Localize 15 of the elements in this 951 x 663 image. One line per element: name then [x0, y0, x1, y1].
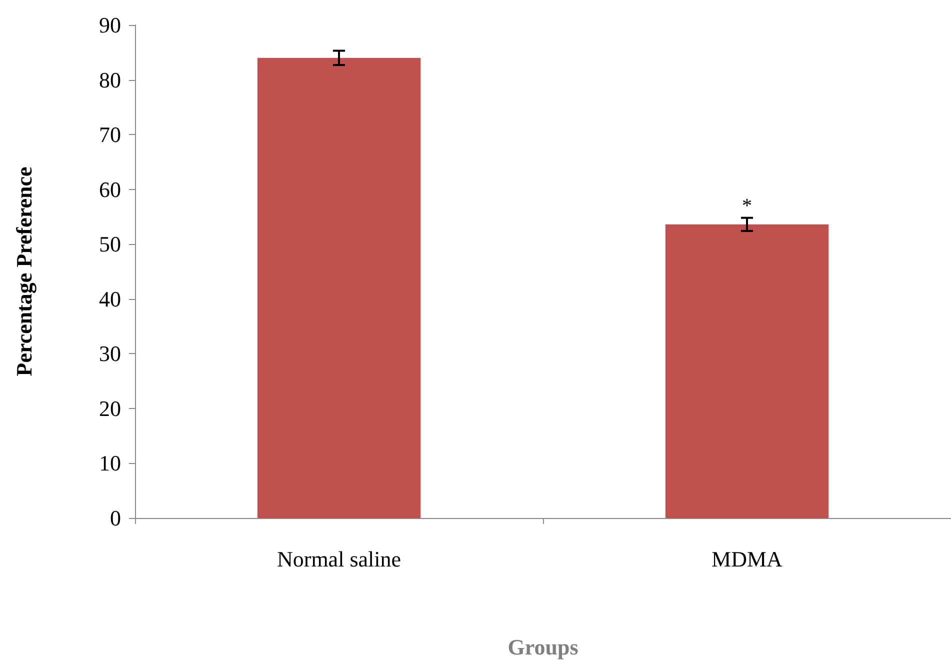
y-tick-label: 10 — [99, 450, 121, 476]
y-tick-label: 80 — [99, 67, 121, 92]
x-tick-label: Normal saline — [276, 546, 402, 572]
y-tick-label: 70 — [99, 122, 121, 148]
x-tick-label: MDMA — [712, 546, 783, 572]
x-axis-title: Groups — [508, 634, 579, 660]
y-tick-label: 0 — [110, 506, 121, 530]
y-axis-title: Percentage Preference — [12, 166, 36, 376]
y-tick-label: 40 — [99, 286, 121, 312]
annotation: * — [742, 194, 752, 217]
y-tick-label: 50 — [99, 232, 121, 257]
y-tick-label: 30 — [99, 341, 121, 366]
y-tick-label: 20 — [99, 396, 121, 421]
y-tick-label: 90 — [99, 12, 121, 38]
y-tick-label: 60 — [99, 176, 121, 202]
